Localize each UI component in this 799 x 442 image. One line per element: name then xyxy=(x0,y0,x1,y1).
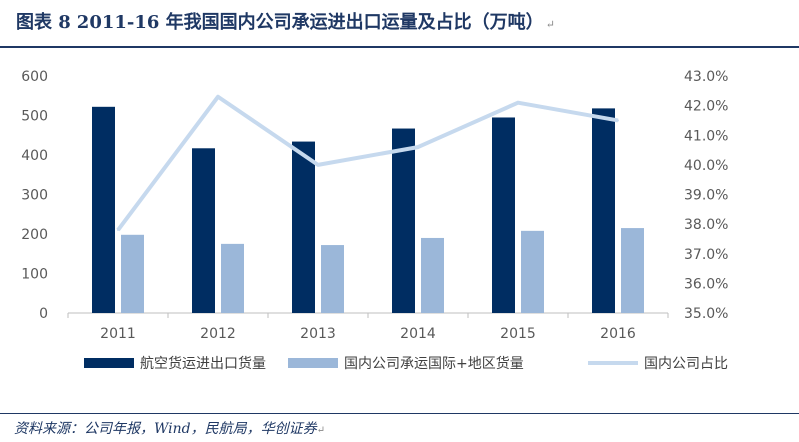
y-right-tick-label: 41.0% xyxy=(684,128,728,144)
bar-series-2 xyxy=(621,228,644,313)
share-line-point xyxy=(417,146,419,149)
legend-label: 国内公司占比 xyxy=(644,356,728,372)
y-right-tick-label: 42.0% xyxy=(684,99,728,115)
y-left-tick-label: 600 xyxy=(21,69,48,85)
share-line-point xyxy=(617,119,619,122)
share-line-point xyxy=(317,163,319,166)
source-text: 资料来源：公司年报，Wind，民航局，华创证券 xyxy=(14,421,317,437)
legend-swatch xyxy=(84,358,134,368)
y-left-tick-label: 0 xyxy=(39,306,48,322)
chart-axes: 0 100 200 300 400 500 600 35.0% 36.0% 37.0% 38.0% 3… xyxy=(21,69,728,342)
legend-label: 航空货运进出口货量 xyxy=(140,355,266,372)
bar-series-2 xyxy=(121,234,144,313)
y-left-tick-label: 400 xyxy=(21,148,48,164)
legend-swatch xyxy=(288,358,338,368)
chart-legend: 航空货运进出口货量 国内公司承运国际+地区货量 国内公司占比 xyxy=(84,355,728,372)
bar-series-2 xyxy=(421,237,444,313)
x-tick-label: 2015 xyxy=(500,326,536,342)
figure-title-text: 2011-16 年我国国内公司承运进出口运量及占比（万吨） xyxy=(76,12,544,33)
title-rule xyxy=(0,46,799,48)
x-tick-label: 2016 xyxy=(600,326,636,342)
paragraph-mark: ↵ xyxy=(545,18,555,31)
x-tick-label: 2011 xyxy=(100,326,136,342)
chart-bars xyxy=(92,106,644,313)
bar-series-1 xyxy=(592,108,615,313)
bar-series-1 xyxy=(92,106,115,313)
share-line-point xyxy=(217,95,219,98)
x-tick-label: 2012 xyxy=(200,326,236,342)
bar-series-2 xyxy=(221,243,244,313)
chart: 0 100 200 300 400 500 600 35.0% 36.0% 37.0% 38.0% 3… xyxy=(21,69,728,372)
y-right-tick-label: 40.0% xyxy=(684,158,728,174)
share-line-point xyxy=(517,101,519,104)
bar-series-2 xyxy=(521,230,544,313)
y-right-tick-label: 36.0% xyxy=(684,276,728,292)
y-left-tick-label: 200 xyxy=(21,227,48,243)
x-tick-label: 2014 xyxy=(400,326,436,342)
figure-label: 图表 8 xyxy=(16,12,71,33)
source-paragraph-mark: ↵ xyxy=(316,425,325,436)
source-note: 资料来源：公司年报，Wind，民航局，华创证券↵ xyxy=(14,418,325,438)
y-left-tick-label: 300 xyxy=(21,188,48,204)
figure-title: 图表 8 2011-16 年我国国内公司承运进出口运量及占比（万吨） ↵ xyxy=(16,8,555,34)
y-left-tick-label: 500 xyxy=(21,109,48,125)
legend-label: 国内公司承运国际+地区货量 xyxy=(344,355,524,372)
bar-series-2 xyxy=(321,245,344,313)
y-right-tick-label: 37.0% xyxy=(684,247,728,263)
bar-series-1 xyxy=(392,128,415,313)
bar-series-1 xyxy=(292,141,315,313)
share-line-point xyxy=(117,229,119,232)
bar-series-1 xyxy=(492,117,515,313)
x-tick-label: 2013 xyxy=(300,326,336,342)
bar-series-1 xyxy=(192,148,215,313)
chart-line xyxy=(116,94,619,232)
y-right-tick-label: 39.0% xyxy=(684,188,728,204)
share-line xyxy=(116,94,619,232)
y-right-tick-label: 35.0% xyxy=(684,306,728,322)
footer-rule xyxy=(0,413,799,414)
y-left-tick-label: 100 xyxy=(21,267,48,283)
y-right-tick-label: 43.0% xyxy=(684,69,728,85)
y-right-tick-label: 38.0% xyxy=(684,217,728,233)
